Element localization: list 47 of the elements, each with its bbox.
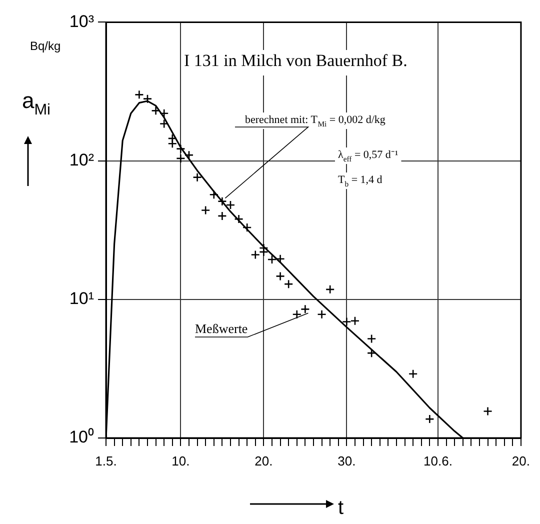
point bbox=[325, 284, 335, 294]
point bbox=[192, 172, 202, 182]
point bbox=[350, 316, 360, 326]
point bbox=[242, 222, 252, 232]
point bbox=[276, 254, 285, 264]
point bbox=[168, 138, 178, 148]
x-tick-label: 20. bbox=[512, 453, 530, 468]
point bbox=[184, 150, 194, 160]
point bbox=[276, 272, 285, 281]
point bbox=[259, 247, 268, 257]
point bbox=[218, 196, 227, 206]
y-tick-label: 10⁰ bbox=[69, 428, 94, 447]
point bbox=[408, 369, 418, 379]
point bbox=[209, 190, 219, 200]
point bbox=[425, 414, 434, 424]
x-tick-label: 10.6. bbox=[424, 453, 452, 468]
x-tick-label: 30. bbox=[338, 453, 356, 468]
point bbox=[366, 334, 376, 344]
x-tick-label: 20. bbox=[254, 453, 273, 468]
point bbox=[234, 214, 244, 224]
point bbox=[284, 279, 294, 289]
y-tick-label: 10¹ bbox=[69, 289, 94, 308]
x-tick-label: 1.5. bbox=[95, 453, 117, 468]
point bbox=[226, 200, 236, 210]
point bbox=[176, 144, 186, 154]
point bbox=[176, 154, 186, 164]
point bbox=[317, 310, 326, 320]
point bbox=[267, 254, 277, 264]
point bbox=[292, 310, 302, 320]
point bbox=[142, 94, 152, 104]
text: Bq/kg bbox=[30, 39, 61, 53]
point bbox=[159, 119, 169, 128]
x-tick-label: 10. bbox=[172, 453, 190, 468]
point bbox=[134, 90, 144, 100]
x-axis-title: t bbox=[338, 497, 344, 519]
point bbox=[483, 406, 492, 416]
point bbox=[200, 206, 210, 215]
text: I 131 in Milch von Bauernhof B. bbox=[184, 51, 408, 70]
point bbox=[159, 108, 169, 118]
point bbox=[250, 250, 260, 260]
y-tick-label: 10² bbox=[69, 150, 94, 170]
point bbox=[366, 348, 376, 358]
y-tick-label: 10³ bbox=[69, 12, 94, 31]
point bbox=[151, 106, 160, 116]
point bbox=[218, 211, 227, 221]
annotation: Meßwerte bbox=[195, 321, 248, 336]
point bbox=[342, 317, 352, 326]
